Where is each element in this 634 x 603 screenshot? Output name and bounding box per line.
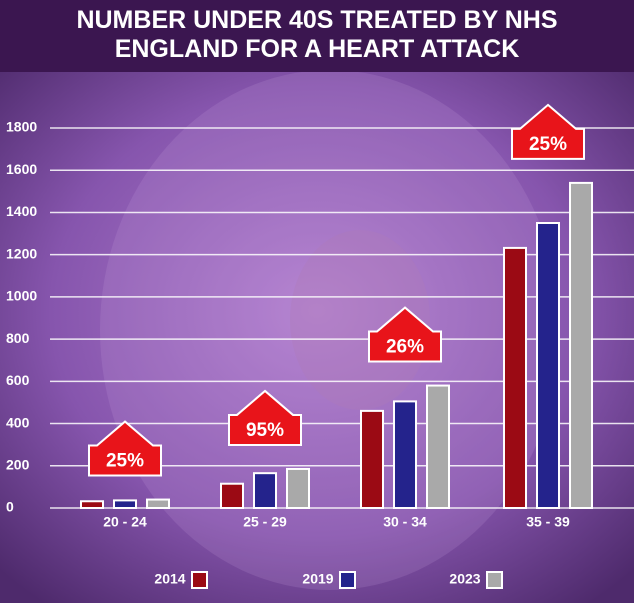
- bar: [220, 482, 244, 510]
- bar: [80, 500, 104, 510]
- y-tick-label: 0: [6, 499, 14, 515]
- heart-silhouette: [290, 230, 430, 410]
- bar: [426, 384, 450, 509]
- annotation-arrow: [88, 420, 162, 477]
- y-tick-label: 400: [6, 414, 30, 430]
- chart-title: NUMBER UNDER 40S TREATED BY NHS ENGLAND …: [0, 0, 634, 72]
- bar: [393, 400, 417, 509]
- bar: [113, 499, 137, 509]
- y-tick-label: 1400: [6, 203, 37, 219]
- annotation-label: 95%: [246, 420, 284, 441]
- legend-label: 2023: [449, 571, 480, 587]
- bar: [569, 181, 593, 509]
- bar: [503, 246, 527, 510]
- legend-swatch: [486, 571, 503, 589]
- y-tick-label: 600: [6, 372, 30, 388]
- y-tick-label: 1800: [6, 119, 37, 135]
- x-tick-label: 30 - 34: [383, 514, 427, 530]
- legend-swatch: [191, 571, 208, 589]
- bar: [253, 472, 277, 509]
- annotation-arrow: [228, 389, 302, 446]
- annotation-label: 25%: [106, 451, 144, 472]
- annotation-label: 26%: [386, 337, 424, 358]
- annotation-arrow: [511, 103, 585, 160]
- bar: [360, 409, 384, 509]
- legend-label: 2014: [154, 571, 185, 587]
- annotation-arrow: [368, 306, 442, 363]
- y-tick-label: 1600: [6, 161, 37, 177]
- y-tick-label: 1200: [6, 245, 37, 261]
- legend-label: 2019: [302, 571, 333, 587]
- background: [0, 72, 634, 603]
- bar: [146, 498, 170, 509]
- legend-swatch: [339, 571, 356, 589]
- annotation-label: 25%: [529, 134, 567, 155]
- x-tick-label: 35 - 39: [526, 514, 570, 530]
- y-tick-label: 1000: [6, 288, 37, 304]
- bar: [536, 222, 560, 509]
- y-tick-label: 200: [6, 456, 30, 472]
- y-tick-label: 800: [6, 330, 30, 346]
- bar: [286, 467, 310, 510]
- x-tick-label: 25 - 29: [243, 514, 287, 530]
- x-tick-label: 20 - 24: [103, 514, 147, 530]
